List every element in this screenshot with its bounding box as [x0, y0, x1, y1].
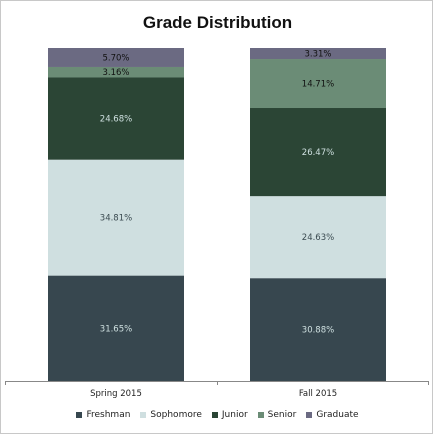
chart-legend: Freshman Sophomore Junior Senior Graduate [1, 410, 433, 420]
data-label-graduate-1: 5.70% [102, 53, 129, 63]
bar-junior-1 [48, 77, 184, 160]
chart-title: Grade Distribution [142, 13, 293, 32]
bar-graduate-2 [250, 48, 386, 60]
bar-senior-2 [250, 59, 386, 109]
data-label-sophomore-2: 24.63% [302, 233, 334, 243]
bar-sophomore-1 [48, 159, 184, 276]
legend-item-sophomore: Sophomore [140, 410, 202, 420]
legend-item-freshman: Freshman [76, 410, 130, 420]
x-tick-label-2: Fall 2015 [299, 389, 337, 399]
data-label-freshman-2: 30.88% [302, 326, 334, 336]
bar-junior-2 [250, 108, 386, 197]
bar-freshman-2 [250, 278, 386, 381]
bar-graduate-1 [48, 48, 184, 67]
data-label-junior-1: 24.68% [100, 115, 132, 125]
legend-swatch-junior [211, 412, 218, 418]
bar-sophomore-2 [250, 196, 386, 279]
bar-freshman-1 [48, 275, 184, 381]
legend-label-senior: Senior [267, 410, 297, 420]
data-label-junior-2: 26.47% [302, 148, 334, 158]
legend-label-junior: Junior [221, 410, 248, 420]
bar-senior-1 [48, 66, 184, 78]
data-label-senior-1: 3.16% [102, 68, 129, 78]
legend-swatch-freshman [76, 412, 83, 418]
legend-label-graduate: Graduate [316, 410, 359, 420]
legend-swatch-senior [257, 412, 264, 418]
x-tick-label-1: Spring 2015 [90, 389, 142, 399]
data-label-senior-2: 14.71% [302, 80, 334, 90]
data-label-sophomore-1: 34.81% [100, 214, 132, 224]
legend-item-graduate: Graduate [306, 410, 359, 420]
legend-label-freshman: Freshman [86, 410, 131, 420]
legend-item-junior: Junior [211, 410, 248, 420]
legend-label-sophomore: Sophomore [150, 410, 202, 420]
data-label-freshman-1: 31.65% [100, 324, 132, 334]
legend-swatch-sophomore [140, 412, 147, 418]
legend-item-senior: Senior [257, 410, 297, 420]
data-label-graduate-2: 3.31% [304, 50, 331, 60]
legend-swatch-graduate [306, 412, 313, 418]
